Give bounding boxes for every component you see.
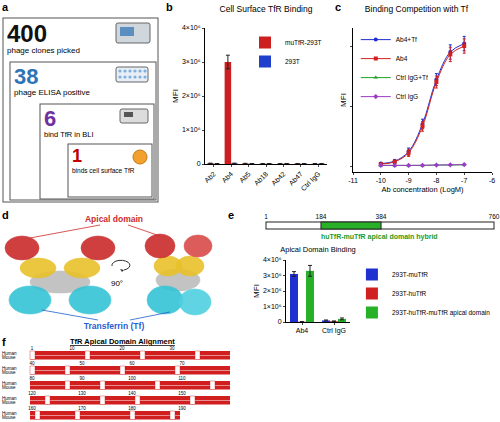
svg-text:huTfR-muTfR apical domain hybr: huTfR-muTfR apical domain hybrid <box>321 233 438 241</box>
svg-text:Mouse: Mouse <box>2 385 16 390</box>
svg-text:70: 70 <box>179 361 185 366</box>
svg-text:3×10⁶: 3×10⁶ <box>263 272 282 279</box>
svg-text:40: 40 <box>29 361 35 366</box>
svg-text:Mouse: Mouse <box>2 400 16 405</box>
svg-text:1: 1 <box>31 346 34 351</box>
svg-text:-7: -7 <box>461 177 467 184</box>
svg-text:293T-huTfR-muTfR apical domain: 293T-huTfR-muTfR apical domain <box>392 309 490 317</box>
svg-text:6: 6 <box>44 106 56 131</box>
svg-text:190: 190 <box>178 406 186 411</box>
svg-text:MFI: MFI <box>252 284 261 298</box>
svg-text:60: 60 <box>129 361 135 366</box>
svg-text:0: 0 <box>278 318 282 325</box>
svg-text:phage clones picked: phage clones picked <box>7 46 80 55</box>
svg-text:e: e <box>228 209 234 221</box>
svg-text:2×10⁶: 2×10⁶ <box>182 92 201 99</box>
svg-text:Mouse: Mouse <box>2 355 16 360</box>
svg-text:184: 184 <box>316 213 327 220</box>
svg-text:MFI: MFI <box>171 89 180 103</box>
svg-text:TfR Apical Domain Alignment: TfR Apical Domain Alignment <box>70 337 175 346</box>
svg-text:Transferrin (Tf): Transferrin (Tf) <box>84 321 145 331</box>
svg-text:a: a <box>2 1 9 13</box>
svg-text:c: c <box>335 1 341 13</box>
svg-text:100: 100 <box>128 376 136 381</box>
svg-text:1×10⁶: 1×10⁶ <box>182 126 201 133</box>
svg-text:phage ELISA positive: phage ELISA positive <box>14 88 91 97</box>
svg-text:d: d <box>2 209 9 221</box>
svg-text:Ab2: Ab2 <box>203 170 217 184</box>
svg-text:50: 50 <box>79 361 85 366</box>
svg-text:130: 130 <box>78 391 86 396</box>
svg-text:Ab4: Ab4 <box>296 327 309 334</box>
svg-text:20: 20 <box>119 346 125 351</box>
svg-text:120: 120 <box>28 391 36 396</box>
svg-text:170: 170 <box>78 406 86 411</box>
svg-text:1: 1 <box>72 146 82 166</box>
svg-text:-11: -11 <box>348 177 358 184</box>
svg-text:Human: Human <box>2 365 17 371</box>
svg-text:Ctrl IgG: Ctrl IgG <box>396 93 418 101</box>
svg-text:400: 400 <box>7 20 47 47</box>
svg-text:Binding Competition with Tf: Binding Competition with Tf <box>365 4 469 14</box>
svg-text:-6: -6 <box>489 177 495 184</box>
svg-text:110: 110 <box>178 376 186 381</box>
svg-text:180: 180 <box>128 406 136 411</box>
svg-text:160: 160 <box>28 406 36 411</box>
svg-text:293T-huTfR: 293T-huTfR <box>392 290 427 297</box>
svg-text:Ab4: Ab4 <box>221 170 235 184</box>
svg-text:Cell Surface TfR Binding: Cell Surface TfR Binding <box>220 4 313 14</box>
svg-text:Ab4+Tf: Ab4+Tf <box>396 36 417 43</box>
svg-text:150: 150 <box>178 391 186 396</box>
svg-text:Mouse: Mouse <box>2 370 16 375</box>
svg-text:Human: Human <box>2 380 17 386</box>
svg-text:Apical Domain Binding: Apical Domain Binding <box>280 246 355 254</box>
svg-text:293T: 293T <box>285 58 300 65</box>
svg-text:Ab4: Ab4 <box>396 55 408 62</box>
svg-text:140: 140 <box>128 391 136 396</box>
svg-text:Human: Human <box>2 410 17 416</box>
svg-text:bind TfR in BLI: bind TfR in BLI <box>44 130 93 139</box>
svg-text:Human: Human <box>2 395 17 401</box>
svg-text:-8: -8 <box>433 177 439 184</box>
svg-text:90°: 90° <box>111 279 123 288</box>
svg-text:Ab concentration (LogM): Ab concentration (LogM) <box>381 185 464 194</box>
svg-text:Ctrl IgG+Tf: Ctrl IgG+Tf <box>396 74 428 82</box>
svg-text:Apical domain: Apical domain <box>85 214 143 224</box>
svg-text:4×10⁶: 4×10⁶ <box>182 24 201 31</box>
svg-text:1: 1 <box>264 213 268 220</box>
svg-text:Mouse: Mouse <box>2 415 16 420</box>
svg-text:30: 30 <box>169 346 175 351</box>
svg-text:3×10⁶: 3×10⁶ <box>182 58 201 65</box>
svg-text:Ab47: Ab47 <box>288 170 305 187</box>
svg-text:Ab42: Ab42 <box>270 170 287 187</box>
svg-text:f: f <box>2 336 6 348</box>
svg-text:muTfR-293T: muTfR-293T <box>285 39 322 46</box>
svg-text:4×10⁶: 4×10⁶ <box>263 256 282 263</box>
svg-text:1×10⁶: 1×10⁶ <box>263 303 282 310</box>
svg-text:Ab5: Ab5 <box>238 170 252 184</box>
svg-text:b: b <box>166 1 173 13</box>
svg-text:384: 384 <box>376 213 387 220</box>
svg-text:80: 80 <box>29 376 35 381</box>
svg-text:MFI: MFI <box>339 93 348 107</box>
svg-text:90: 90 <box>79 376 85 381</box>
svg-text:Ab18: Ab18 <box>253 170 270 187</box>
svg-text:binds cell surface TfR: binds cell surface TfR <box>72 167 135 174</box>
svg-text:0: 0 <box>197 160 201 167</box>
svg-text:760: 760 <box>489 213 500 220</box>
svg-text:293T-muTfR: 293T-muTfR <box>392 271 428 278</box>
svg-text:2×10⁶: 2×10⁶ <box>263 287 282 294</box>
svg-text:38: 38 <box>14 64 38 89</box>
svg-text:Human: Human <box>2 350 17 356</box>
svg-text:Ctrl IgG: Ctrl IgG <box>322 327 346 335</box>
svg-text:Ctrl IgG: Ctrl IgG <box>299 170 322 193</box>
svg-text:-9: -9 <box>405 177 411 184</box>
svg-text:-10: -10 <box>376 177 386 184</box>
svg-text:10: 10 <box>69 346 75 351</box>
